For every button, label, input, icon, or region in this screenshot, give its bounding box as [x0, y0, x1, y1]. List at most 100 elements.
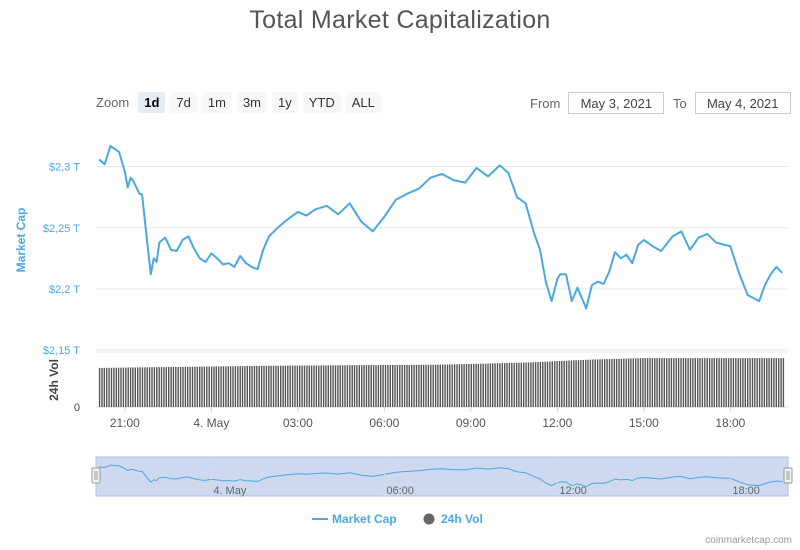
volume-bar — [453, 364, 456, 407]
volume-bar — [339, 365, 341, 407]
volume-bar — [165, 367, 167, 407]
from-label: From — [530, 95, 561, 111]
navigator-tick-label: 4. May — [213, 485, 247, 497]
y-tick-label: $2,15 T — [43, 345, 80, 357]
volume-bar — [625, 358, 627, 407]
volume-bar — [237, 366, 239, 407]
volume-bar — [689, 358, 692, 408]
volume-bar — [525, 362, 527, 407]
volume-bar — [649, 358, 651, 408]
volume-bar — [320, 365, 322, 407]
zoom-1d-button[interactable]: 1d — [138, 92, 166, 113]
zoom-ytd-button[interactable]: YTD — [302, 92, 341, 113]
volume-bar — [215, 366, 217, 407]
zoom-1m-button[interactable]: 1m — [201, 92, 232, 113]
volume-bar — [332, 365, 334, 407]
volume-bar — [701, 358, 704, 408]
zoom-3m-button[interactable]: 3m — [236, 92, 267, 113]
volume-bar — [573, 360, 575, 407]
volume-bar — [218, 366, 220, 407]
volume-bar — [153, 367, 156, 407]
volume-bar — [401, 364, 403, 407]
volume-bar — [778, 358, 780, 408]
volume-bar — [382, 365, 384, 407]
volume-bar — [499, 363, 501, 407]
volume-bar — [172, 367, 175, 407]
volume-bar — [556, 361, 558, 407]
volume-bar — [418, 364, 420, 407]
volume-bar — [206, 366, 208, 407]
volume-bar — [682, 358, 685, 408]
volume-bar — [103, 367, 105, 407]
volume-bar — [677, 358, 680, 408]
volume-bar — [158, 367, 160, 407]
volume-bar — [780, 358, 782, 408]
volume-bar — [487, 363, 489, 407]
volume-bar — [370, 365, 372, 407]
volume-bar — [270, 365, 272, 407]
zoom-1y-button[interactable]: 1y — [272, 92, 298, 113]
volume-bar — [565, 360, 568, 407]
volume-bar — [137, 367, 139, 407]
volume-bar — [558, 361, 561, 407]
volume-bar — [399, 364, 401, 407]
volume-bar — [170, 367, 172, 407]
volume-bar — [532, 362, 534, 407]
volume-bar — [408, 364, 410, 407]
volume-bar — [146, 367, 148, 407]
volume-bar — [160, 367, 163, 407]
volume-bar — [308, 365, 310, 407]
volume-bar — [694, 358, 696, 408]
volume-bar — [635, 358, 637, 407]
x-tick-label: 12:00 — [542, 416, 572, 430]
volume-bar — [425, 364, 427, 407]
volume-bar — [337, 365, 339, 407]
zoom-7d-button[interactable]: 7d — [170, 92, 197, 113]
volume-bar — [465, 364, 468, 407]
credit: coinmarketcap.com — [705, 535, 792, 546]
volume-bar — [544, 361, 546, 407]
navigator-tick-label: 06:00 — [386, 485, 414, 497]
volume-bar — [763, 358, 766, 408]
volume-bar — [735, 358, 737, 408]
volume-bar — [518, 362, 520, 407]
volume-bar — [403, 364, 406, 407]
volume-bar — [229, 366, 232, 407]
zoom-all-button[interactable]: ALL — [345, 92, 381, 113]
volume-bar — [106, 367, 108, 407]
volume-bar — [203, 366, 206, 407]
volume-bar — [713, 358, 715, 408]
volume-bar — [673, 358, 675, 408]
volume-bar — [251, 366, 253, 407]
from-date-input[interactable] — [568, 92, 665, 114]
volume-bar — [463, 364, 465, 407]
volume-bar — [184, 366, 187, 407]
to-date-input[interactable] — [694, 92, 791, 114]
volume-bar — [349, 365, 351, 407]
volume-bar — [530, 362, 532, 407]
volume-bar — [749, 358, 751, 408]
volume-bar — [708, 358, 711, 408]
volume-bar — [325, 365, 327, 407]
volume-bar — [144, 367, 146, 407]
volume-bar — [449, 364, 451, 407]
zoom-label: Zoom — [96, 95, 130, 110]
volume-bar — [346, 365, 349, 407]
volume-bar — [527, 362, 530, 407]
x-tick-label: 09:00 — [456, 416, 486, 430]
volume-bar — [299, 365, 301, 407]
volume-bar — [289, 365, 291, 407]
volume-bar — [585, 359, 587, 407]
volume-bar — [139, 367, 141, 407]
volume-bar — [363, 365, 365, 407]
volume-bar — [194, 366, 196, 407]
volume-bar — [375, 365, 377, 407]
volume-bar — [168, 367, 170, 407]
volume-bar — [613, 358, 615, 407]
navigator-tick-label: 12:00 — [559, 485, 587, 497]
volume-bar — [618, 358, 620, 407]
volume-bar — [656, 358, 658, 408]
volume-bar — [554, 361, 556, 407]
volume-bar — [411, 364, 413, 407]
